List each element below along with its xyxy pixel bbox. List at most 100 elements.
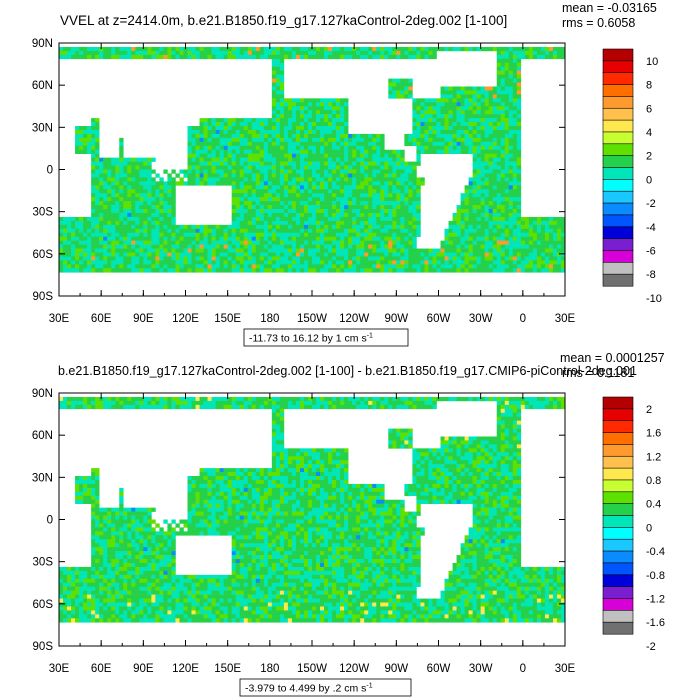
colorbar-label: 0 [646,522,652,534]
x-tick-label: 150W [297,313,327,325]
colorbar: 10 8 6 4 2 0 -2 -4 -6 -8 -10 [602,48,662,305]
colorbar-swatch [602,226,634,240]
rms-label: rms = 0.6058 [562,16,635,30]
colorbar-swatch [602,491,634,505]
colorbar-swatch [602,96,634,109]
range-label-box [239,678,412,697]
y-tick-label: 90N [32,38,53,50]
x-tick-label: 30E [555,663,576,675]
y-tick-label: 30N [32,472,53,484]
colorbar-swatch [602,143,634,157]
colorbar-swatch [602,408,634,422]
range-label: -3.979 to 4.499 by .2 cm s-1 [245,683,373,695]
colorbar-label: -8 [646,269,656,281]
colorbar-swatch [602,609,634,623]
x-tick-label: 30W [469,663,493,675]
x-tick-label: 120E [172,313,199,325]
colorbar-swatch [602,202,634,216]
rms-label: rms = 0.1181 [562,366,634,380]
colorbar-swatch [602,527,634,540]
y-tick-label: 0 [47,515,53,527]
x-tick-label: 180 [260,663,279,675]
colorbar-swatch [602,214,634,228]
x-tick-label: 150E [214,663,241,675]
y-tick-label: 30S [33,207,54,219]
map-panel-2: b.e21.B1850.f19_g17.127kaControl-2deg.00… [32,351,665,697]
colorbar-swatch [602,538,634,552]
x-tick-label: 30W [469,313,493,325]
colorbar-swatch [602,273,634,287]
velocity-field [59,46,566,273]
colorbar-swatch [602,107,634,121]
colorbar-label: -2 [646,641,656,653]
x-tick-label: 60E [91,663,112,675]
colorbar-swatch [602,155,634,168]
colorbar-label: -2 [646,198,656,210]
colorbar-label: 1.2 [646,451,661,463]
colorbar-swatch [602,586,634,599]
colorbar-label: 4 [646,127,652,139]
panel-title: VVEL at z=2414.0m, b.e21.B1850.f19_g17.1… [60,13,507,28]
x-tick-label: 30E [49,313,70,325]
x-tick-label: 60E [91,313,112,325]
colorbar-swatch [602,131,634,145]
colorbar-swatch [602,119,634,133]
colorbar-label: -1.2 [646,593,665,605]
range-label-text: -3.979 to 4.499 by .2 cm s [245,683,366,695]
colorbar: 2 1.6 1.2 0.8 0.4 0 -0.4 -0.8 -1.2 -1.6 -2 [602,396,665,653]
colorbar-label: 10 [646,56,658,68]
range-label-text: -11.73 to 16.12 by 1 cm s [249,333,367,345]
colorbar-swatch [602,250,634,263]
colorbar-swatch [602,238,634,251]
y-tick-label: 90N [32,388,53,400]
x-tick-label: 150W [297,663,327,675]
colorbar-swatch [602,84,634,97]
colorbar-swatch [602,72,634,86]
y-tick-label: 30N [32,122,53,134]
y-tick-label: 60S [33,249,54,261]
colorbar-swatch [602,455,634,469]
x-tick-label: 90W [385,663,409,675]
x-tick-label: 120W [339,663,369,675]
mean-label: mean = -0.03165 [562,1,657,15]
y-tick-label: 0 [47,165,53,177]
colorbar-label: -1.6 [646,617,665,629]
x-tick-label: 180 [260,313,279,325]
colorbar-swatch [602,515,634,528]
x-tick-label: 90E [133,663,154,675]
x-tick-label: 60W [427,313,451,325]
x-tick-label: 60W [427,663,451,675]
colorbar-label: 8 [646,80,652,92]
colorbar-label: 0.4 [646,499,661,511]
x-tick-label: 90E [133,313,154,325]
colorbar-swatch [602,261,634,275]
colorbar-label: -10 [646,293,662,305]
mean-label: mean = 0.0001257 [560,351,665,365]
colorbar-label: 0.8 [646,475,661,487]
colorbar-swatch [602,562,634,576]
colorbar-swatch [602,467,634,481]
colorbar-swatch [602,48,634,62]
y-tick-label: 60N [32,430,53,442]
range-label-exp: -1 [367,333,373,340]
colorbar-swatch [602,420,634,434]
y-tick-label: 90S [33,641,54,653]
colorbar-swatch [602,479,634,493]
colorbar-swatch [602,550,634,564]
x-tick-label: 0 [520,313,526,325]
colorbar-label: -0.4 [646,546,665,558]
y-tick-label: 60N [32,80,53,92]
colorbar-swatch [602,444,634,457]
x-tick-label: 90W [385,313,409,325]
range-label: -11.73 to 16.12 by 1 cm s-1 [249,333,373,345]
x-tick-label: 30E [49,663,70,675]
colorbar-swatch [602,60,634,74]
y-tick-label: 60S [33,599,54,611]
colorbar-swatch [602,503,634,516]
x-tick-label: 120E [172,663,199,675]
y-tick-label: 30S [33,557,54,569]
colorbar-label: 2 [646,151,652,163]
range-label-box [243,328,409,347]
colorbar-label: -6 [646,245,656,257]
colorbar-swatch [602,432,634,445]
